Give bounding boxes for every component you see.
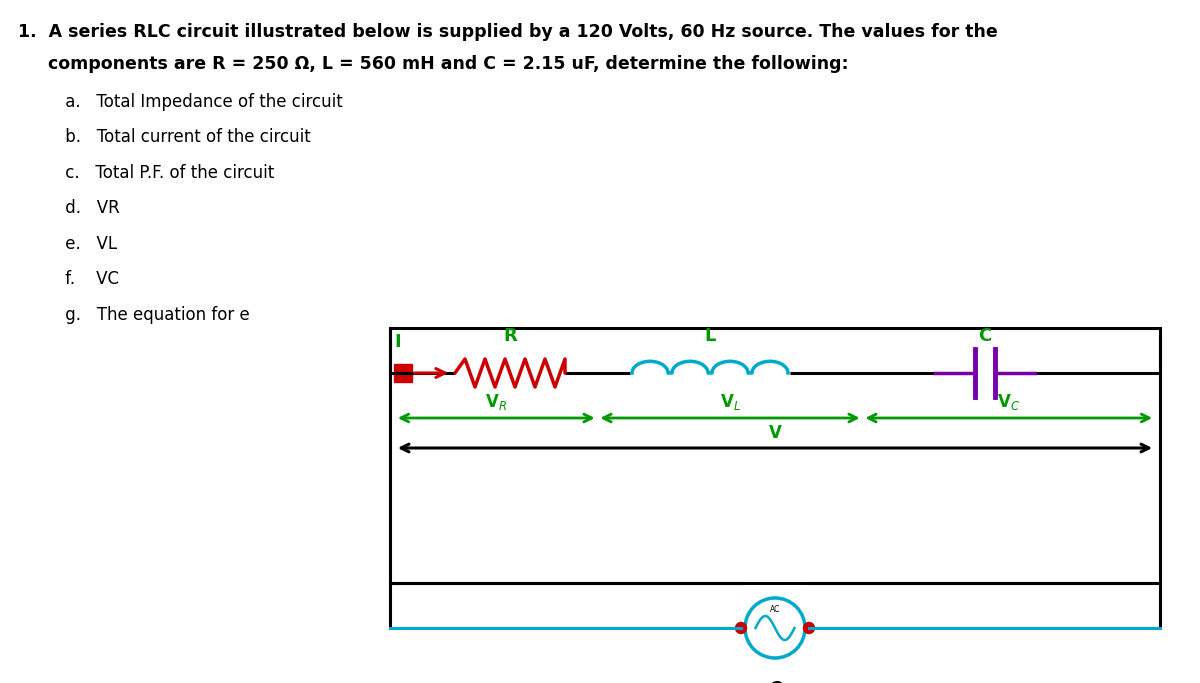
Text: V$_R$: V$_R$ [485,392,508,412]
Circle shape [804,622,815,634]
Text: V$_L$: V$_L$ [720,392,740,412]
Text: 1.  A series RLC circuit illustrated below is supplied by a 120 Volts, 60 Hz sou: 1. A series RLC circuit illustrated belo… [18,23,997,41]
Text: e.   VL: e. VL [18,235,118,253]
Text: V$_C$: V$_C$ [997,392,1020,412]
Text: f.    VC: f. VC [18,270,119,288]
Text: I: I [395,333,401,351]
Text: L: L [704,327,715,345]
Text: a.   Total Impedance of the circuit: a. Total Impedance of the circuit [18,93,343,111]
Text: R: R [503,327,517,345]
Bar [394,364,412,382]
Text: components are R = 250 Ω, L = 560 mH and C = 2.15 uF, determine the following:: components are R = 250 Ω, L = 560 mH and… [18,55,848,73]
Text: C: C [978,327,991,345]
Text: c.   Total P.F. of the circuit: c. Total P.F. of the circuit [18,164,275,182]
Text: d.   VR: d. VR [18,199,120,217]
Text: b.   Total current of the circuit: b. Total current of the circuit [18,128,311,146]
Text: V: V [768,424,781,442]
Circle shape [736,622,746,634]
Text: AC: AC [770,605,780,614]
Text: g.   The equation for e: g. The equation for e [18,306,250,324]
Text: e: e [767,676,784,683]
